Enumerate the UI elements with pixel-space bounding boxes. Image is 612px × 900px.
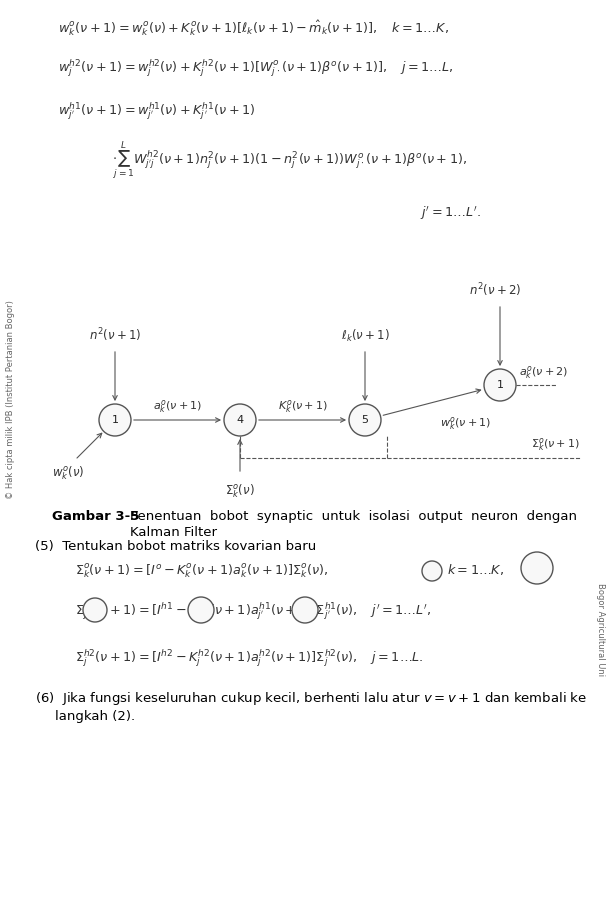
Text: $j' = 1\ldots L'.$: $j' = 1\ldots L'.$ <box>420 205 481 222</box>
Text: $w_k^o(\nu+1) = w_k^o(\nu) + K_k^o(\nu+1)[\ell_k(\nu+1) - \hat{m}_k(\nu+1)],\qua: $w_k^o(\nu+1) = w_k^o(\nu) + K_k^o(\nu+1… <box>58 18 449 38</box>
Text: $n^2(\nu+1)$: $n^2(\nu+1)$ <box>89 327 141 344</box>
Text: 1: 1 <box>111 415 119 425</box>
Text: $\Sigma_k^o(\nu+1)$: $\Sigma_k^o(\nu+1)$ <box>531 436 580 453</box>
Text: $w_k^o(\nu)$: $w_k^o(\nu)$ <box>53 464 84 482</box>
Text: $w_k^o(\nu+1)$: $w_k^o(\nu+1)$ <box>441 415 492 431</box>
Text: $\Sigma_j^{h2}(\nu+1) = [I^{h2} - K_j^{h2}(\nu+1)a_j^{h2}(\nu+1)]\Sigma_j^{h2}(\: $\Sigma_j^{h2}(\nu+1) = [I^{h2} - K_j^{h… <box>75 648 424 670</box>
Circle shape <box>224 404 256 436</box>
Text: $\Sigma_k^o(\nu)$: $\Sigma_k^o(\nu)$ <box>225 483 255 500</box>
Circle shape <box>349 404 381 436</box>
Text: (5)  Tentukan bobot matriks kovarian baru: (5) Tentukan bobot matriks kovarian baru <box>35 540 316 553</box>
Text: Bogor Agricultural Uni: Bogor Agricultural Uni <box>595 583 605 677</box>
Text: $\ell_k(\nu+1)$: $\ell_k(\nu+1)$ <box>341 328 389 344</box>
Text: Gambar 3-5: Gambar 3-5 <box>52 510 140 523</box>
Text: 4: 4 <box>236 415 244 425</box>
Text: © Hak cipta milik IPB (Institut Pertanian Bogor): © Hak cipta milik IPB (Institut Pertania… <box>7 301 15 500</box>
Circle shape <box>99 404 131 436</box>
Text: $k=1\ldots K,$: $k=1\ldots K,$ <box>447 562 504 577</box>
Text: (6)  Jika fungsi keseluruhan cukup kecil, berhenti lalu atur $v=v+1$ dan kembali: (6) Jika fungsi keseluruhan cukup kecil,… <box>35 690 587 707</box>
Text: Kalman Filter: Kalman Filter <box>130 526 217 539</box>
Circle shape <box>292 597 318 623</box>
Text: $\Sigma_{j'}^{h1}(\nu+1) = [I^{h1} - K_{j'}^{h1}(\nu+1)a_{j'}^{h1}(\nu+1)]\Sigma: $\Sigma_{j'}^{h1}(\nu+1) = [I^{h1} - K_{… <box>75 600 431 622</box>
Text: langkah (2).: langkah (2). <box>55 710 135 723</box>
Circle shape <box>83 598 107 622</box>
Text: $w_{j'}^{h1}(\nu+1) = w_{j'}^{h1}(\nu) + K_{j'}^{h1}(\nu+1)$: $w_{j'}^{h1}(\nu+1) = w_{j'}^{h1}(\nu) +… <box>58 100 255 122</box>
Circle shape <box>521 552 553 584</box>
Circle shape <box>188 597 214 623</box>
Text: $\cdot\!\sum_{j=1}^{L} W_{j'j}^{h2}(\nu+1)n_j^2(\nu+1)(1-n_j^2(\nu+1))W_{j\cdot}: $\cdot\!\sum_{j=1}^{L} W_{j'j}^{h2}(\nu+… <box>112 140 467 183</box>
Circle shape <box>422 561 442 581</box>
Text: $w_j^{h2}(\nu+1) = w_j^{h2}(\nu) + K_j^{h2}(\nu+1)[W_{j\cdot}^o(\nu+1)\beta^o(\n: $w_j^{h2}(\nu+1) = w_j^{h2}(\nu) + K_j^{… <box>58 58 453 79</box>
Text: $n^2(\nu+2)$: $n^2(\nu+2)$ <box>469 282 521 299</box>
Text: 5: 5 <box>362 415 368 425</box>
Text: $K_k^o(\nu+1)$: $K_k^o(\nu+1)$ <box>278 398 327 415</box>
Text: 1: 1 <box>496 380 504 390</box>
Text: $\Sigma_k^o(\nu+1) = [I^o - K_k^o(\nu+1)a_k^o(\nu+1)]\Sigma_k^o(\nu),$: $\Sigma_k^o(\nu+1) = [I^o - K_k^o(\nu+1)… <box>75 562 328 580</box>
Text: Penentuan  bobot  synaptic  untuk  isolasi  output  neuron  dengan: Penentuan bobot synaptic untuk isolasi o… <box>130 510 577 523</box>
Text: $a_k^o(\nu+1)$: $a_k^o(\nu+1)$ <box>153 398 202 415</box>
Circle shape <box>484 369 516 401</box>
Text: $a_k^o(\nu+2)$: $a_k^o(\nu+2)$ <box>519 364 568 381</box>
